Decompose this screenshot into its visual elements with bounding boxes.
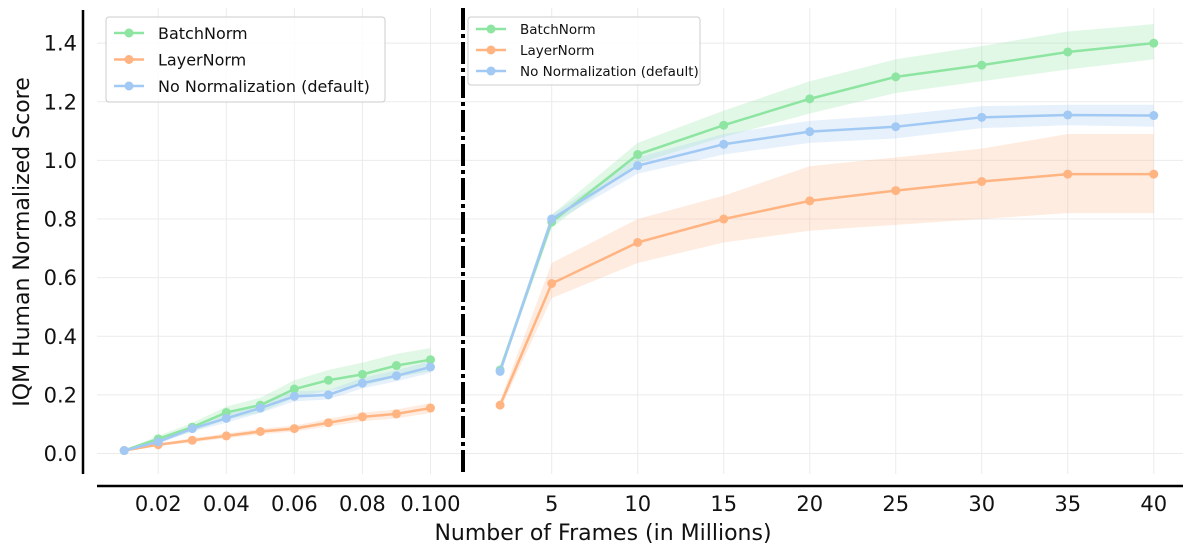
axes — [81, 8, 1183, 488]
y-tick-label: 1.2 — [44, 90, 77, 114]
no-normalization-default-point — [323, 390, 333, 400]
legend-marker-no-normalization-default — [124, 81, 134, 91]
no-normalization-default-point — [357, 378, 367, 388]
legend-right: BatchNorm LayerNorm No Normalization (defa… — [467, 16, 701, 86]
x-tick-label: 20 — [796, 492, 823, 516]
no-normalization-default-point — [633, 161, 643, 171]
layernorm-point — [633, 237, 643, 247]
x-tick-label: 25 — [882, 492, 909, 516]
batchnorm-point — [289, 384, 299, 394]
y-tick-label: 1.0 — [44, 149, 77, 173]
layernorm-point — [1149, 169, 1159, 179]
x-tick-label: 35 — [1054, 492, 1081, 516]
layernorm-point — [719, 214, 729, 224]
batchnorm-point — [425, 355, 435, 365]
no-normalization-default-point — [255, 403, 265, 413]
no-normalization-default-point — [221, 413, 231, 423]
x-tick-label: 0.02 — [135, 492, 182, 516]
no-normalization-default-point — [187, 424, 197, 434]
x-axis-title: Number of Frames (in Millions) — [434, 521, 771, 546]
layernorm-band — [500, 134, 1154, 410]
batchnorm-point — [1063, 47, 1073, 57]
batchnorm-point — [805, 94, 815, 104]
no-normalization-default-point — [719, 139, 729, 149]
legend-label-no-normalization-default: No Normalization (default) — [520, 64, 699, 80]
no-normalization-default-point — [891, 122, 901, 132]
layernorm-point — [391, 409, 401, 419]
batchnorm-point — [357, 369, 367, 379]
y-axis-title: IQM Human Normalized Score — [10, 77, 35, 406]
batchnorm-point — [1149, 38, 1159, 48]
y-tick-label: 0.0 — [44, 442, 77, 466]
no-normalization-default-point — [977, 112, 987, 122]
layernorm-point — [289, 424, 299, 434]
no-normalization-default-point — [547, 214, 557, 224]
x-tick-label: 10 — [624, 492, 651, 516]
no-normalization-default-point — [153, 437, 163, 447]
no-normalization-default-point — [495, 366, 505, 376]
x-tick-label: 30 — [968, 492, 995, 516]
batchnorm-point — [633, 150, 643, 160]
x-tick-label: 40 — [1140, 492, 1167, 516]
x-tick-label: 0.100 — [400, 492, 460, 516]
layernorm-point — [547, 278, 557, 288]
series-lines — [119, 38, 1159, 456]
batchnorm-point — [977, 60, 987, 70]
layernorm-point — [1063, 169, 1073, 179]
y-tick-label: 0.4 — [44, 325, 77, 349]
y-tick-label: 0.8 — [44, 208, 77, 232]
layernorm-point — [977, 177, 987, 187]
no-normalization-default-point — [1063, 110, 1073, 120]
layernorm-point — [357, 412, 367, 422]
no-normalization-default-point — [289, 391, 299, 401]
x-tick-label: 15 — [710, 492, 737, 516]
y-tick-label: 0.6 — [44, 266, 77, 290]
layernorm-point — [187, 435, 197, 445]
legend-label-batchnorm: BatchNorm — [520, 22, 596, 38]
batchnorm-point — [391, 361, 401, 371]
layernorm-point — [495, 400, 505, 410]
no-normalization-default-point — [1149, 111, 1159, 121]
layernorm-point — [323, 418, 333, 428]
batchnorm-point — [719, 120, 729, 130]
legend-marker-batchnorm — [124, 28, 134, 38]
y-tick-label: 0.2 — [44, 383, 77, 407]
legend-left: BatchNorm LayerNorm No Normalization (defa… — [105, 16, 386, 103]
layernorm-point — [221, 431, 231, 441]
no-normalization-default-point — [119, 446, 129, 456]
layernorm-point — [425, 403, 435, 413]
x-tick-label: 0.08 — [339, 492, 386, 516]
legend-marker-layernorm — [124, 55, 134, 64]
x-tick-label: 0.04 — [203, 492, 250, 516]
legend-frame — [105, 16, 386, 103]
layernorm-point — [891, 186, 901, 196]
no-normalization-default-point — [391, 371, 401, 381]
no-normalization-default-band — [124, 361, 431, 452]
ticks: 0.0 0.2 0.4 0.6 0.8 1.0 1.2 1.4 0.02 0.04 0.06 0.08… — [44, 32, 1168, 516]
layernorm-line — [124, 406, 431, 452]
x-tick-label: 5 — [545, 492, 558, 516]
legend-marker-batchnorm — [486, 24, 496, 34]
y-tick-label: 1.4 — [44, 32, 77, 56]
legend-marker-layernorm — [486, 45, 496, 55]
legend-label-no-normalization-default: No Normalization (default) — [158, 77, 370, 96]
legend-frame — [467, 16, 701, 86]
batchnorm-line — [123, 358, 431, 452]
x-tick-label: 0.06 — [271, 492, 318, 516]
layernorm-point — [255, 427, 265, 437]
batchnorm-point — [323, 375, 333, 385]
legend-label-layernorm: LayerNorm — [520, 43, 594, 59]
legend-label-batchnorm: BatchNorm — [158, 24, 248, 43]
legend-label-layernorm: LayerNorm — [158, 50, 246, 69]
no-normalization-default-line — [123, 365, 431, 452]
layernorm-point — [805, 196, 815, 206]
batchnorm-point — [891, 72, 901, 82]
legend-marker-no-normalization-default — [486, 66, 496, 76]
no-normalization-default-point — [805, 127, 815, 137]
no-normalization-default-point — [425, 362, 435, 372]
